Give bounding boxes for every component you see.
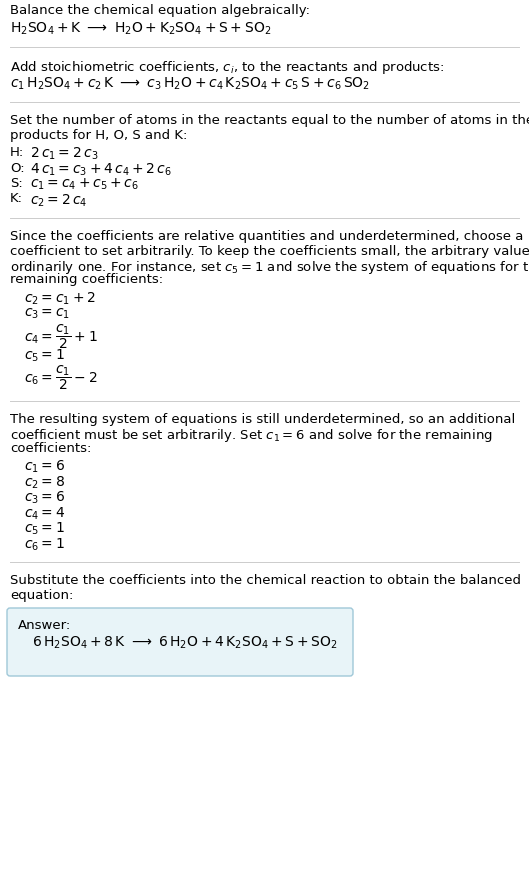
Text: $c_1\,\mathrm{H_2SO_4} + c_2\,\mathrm{K}\ \longrightarrow\ c_3\,\mathrm{H_2O} + : $c_1\,\mathrm{H_2SO_4} + c_2\,\mathrm{K}… [10, 76, 370, 92]
Text: $2\,c_1 = 2\,c_3$: $2\,c_1 = 2\,c_3$ [30, 146, 98, 162]
Text: $c_2 = 8$: $c_2 = 8$ [24, 475, 65, 491]
Text: coefficients:: coefficients: [10, 442, 92, 454]
Text: Set the number of atoms in the reactants equal to the number of atoms in the: Set the number of atoms in the reactants… [10, 114, 529, 127]
Text: coefficient must be set arbitrarily. Set $c_1 = 6$ and solve for the remaining: coefficient must be set arbitrarily. Set… [10, 427, 492, 444]
Text: $c_6 = \dfrac{c_1}{2} - 2$: $c_6 = \dfrac{c_1}{2} - 2$ [24, 363, 97, 392]
Text: Add stoichiometric coefficients, $c_i$, to the reactants and products:: Add stoichiometric coefficients, $c_i$, … [10, 59, 444, 76]
Text: ordinarily one. For instance, set $c_5 = 1$ and solve the system of equations fo: ordinarily one. For instance, set $c_5 =… [10, 259, 529, 276]
Text: $c_1 = c_4 + c_5 + c_6$: $c_1 = c_4 + c_5 + c_6$ [30, 177, 139, 192]
Text: coefficient to set arbitrarily. To keep the coefficients small, the arbitrary va: coefficient to set arbitrarily. To keep … [10, 244, 529, 258]
Text: Answer:: Answer: [18, 619, 71, 632]
Text: $6\,\mathrm{H_2SO_4} + 8\,\mathrm{K}\ \longrightarrow\ 6\,\mathrm{H_2O} + 4\,\ma: $6\,\mathrm{H_2SO_4} + 8\,\mathrm{K}\ \l… [32, 635, 338, 652]
Text: Since the coefficients are relative quantities and underdetermined, choose a: Since the coefficients are relative quan… [10, 230, 523, 243]
Text: Substitute the coefficients into the chemical reaction to obtain the balanced: Substitute the coefficients into the che… [10, 574, 521, 587]
Text: $c_4 = 4$: $c_4 = 4$ [24, 505, 65, 522]
Text: The resulting system of equations is still underdetermined, so an additional: The resulting system of equations is sti… [10, 413, 515, 425]
Text: $c_2 = 2\,c_4$: $c_2 = 2\,c_4$ [30, 192, 87, 209]
Text: $c_5 = 1$: $c_5 = 1$ [24, 521, 65, 537]
FancyBboxPatch shape [7, 608, 353, 676]
Text: $c_6 = 1$: $c_6 = 1$ [24, 536, 65, 553]
Text: $c_3 = c_1$: $c_3 = c_1$ [24, 307, 70, 321]
Text: $c_1 = 6$: $c_1 = 6$ [24, 459, 65, 475]
Text: S:: S: [10, 177, 23, 190]
Text: H:: H: [10, 146, 24, 159]
Text: remaining coefficients:: remaining coefficients: [10, 273, 163, 287]
Text: O:: O: [10, 161, 25, 175]
Text: $c_4 = \dfrac{c_1}{2} + 1$: $c_4 = \dfrac{c_1}{2} + 1$ [24, 322, 98, 351]
Text: Balance the chemical equation algebraically:: Balance the chemical equation algebraica… [10, 4, 310, 17]
Text: $c_5 = 1$: $c_5 = 1$ [24, 348, 65, 364]
Text: equation:: equation: [10, 588, 74, 602]
Text: K:: K: [10, 192, 23, 206]
Text: products for H, O, S and K:: products for H, O, S and K: [10, 129, 187, 141]
Text: $c_2 = c_1 + 2$: $c_2 = c_1 + 2$ [24, 291, 96, 308]
Text: $4\,c_1 = c_3 + 4\,c_4 + 2\,c_6$: $4\,c_1 = c_3 + 4\,c_4 + 2\,c_6$ [30, 161, 172, 178]
Text: $\mathrm{H_2SO_4} + \mathrm{K}\ \longrightarrow\ \mathrm{H_2O} + \mathrm{K_2SO_4: $\mathrm{H_2SO_4} + \mathrm{K}\ \longrig… [10, 20, 271, 37]
Text: $c_3 = 6$: $c_3 = 6$ [24, 490, 65, 506]
